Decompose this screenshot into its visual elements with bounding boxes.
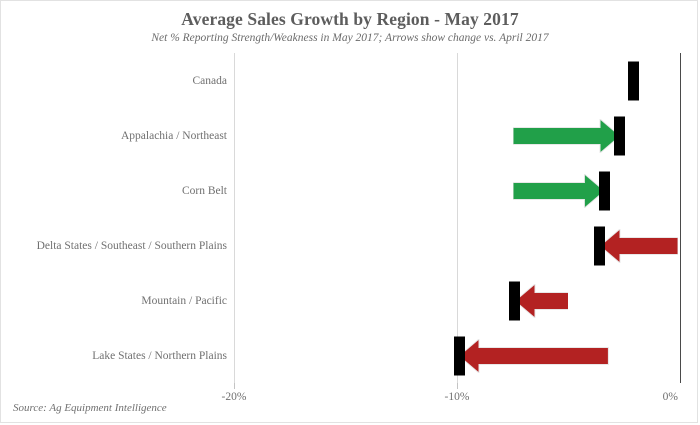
chart-subtitle: Net % Reporting Strength/Weakness in May… <box>151 32 549 44</box>
value-marker <box>594 226 606 265</box>
x-tick-mark <box>680 371 681 383</box>
x-tick-label: -10% <box>444 391 470 403</box>
x-tick-label: -20% <box>221 391 247 403</box>
change-arrow-up-icon <box>512 118 620 153</box>
category-label: Mountain / Pacific <box>141 294 227 307</box>
change-arrow-up-icon <box>512 173 605 208</box>
gridline--20 <box>234 53 235 383</box>
value-marker <box>614 116 626 155</box>
gridline--10 <box>457 53 458 383</box>
x-tick-label: 0% <box>662 391 678 403</box>
change-arrow-down-icon <box>514 283 569 318</box>
category-label: Appalachia / Northeast <box>120 129 227 142</box>
value-marker <box>627 61 639 100</box>
x-axis: -20% -10% 0% <box>1 371 699 407</box>
zero-axis-line <box>680 53 681 383</box>
category-label: Delta States / Southeast / Southern Plai… <box>36 239 227 252</box>
source-note: Source: Ag Equipment Intelligence <box>13 402 167 414</box>
change-arrow-down-icon <box>599 228 678 263</box>
value-marker <box>509 281 521 320</box>
category-label: Lake States / Northern Plains <box>92 349 227 362</box>
value-marker <box>598 171 610 210</box>
x-tick-mark <box>457 383 458 389</box>
x-tick-mark <box>234 383 235 389</box>
category-label: Canada <box>192 74 227 87</box>
category-label: Corn Belt <box>181 184 227 197</box>
change-arrow-down-icon <box>459 338 609 373</box>
plot-area: Canada Appalachia / Northeast Corn Belt Del… <box>1 53 699 383</box>
chart-title: Average Sales Growth by Region - May 201… <box>181 9 519 29</box>
value-marker <box>453 336 465 375</box>
